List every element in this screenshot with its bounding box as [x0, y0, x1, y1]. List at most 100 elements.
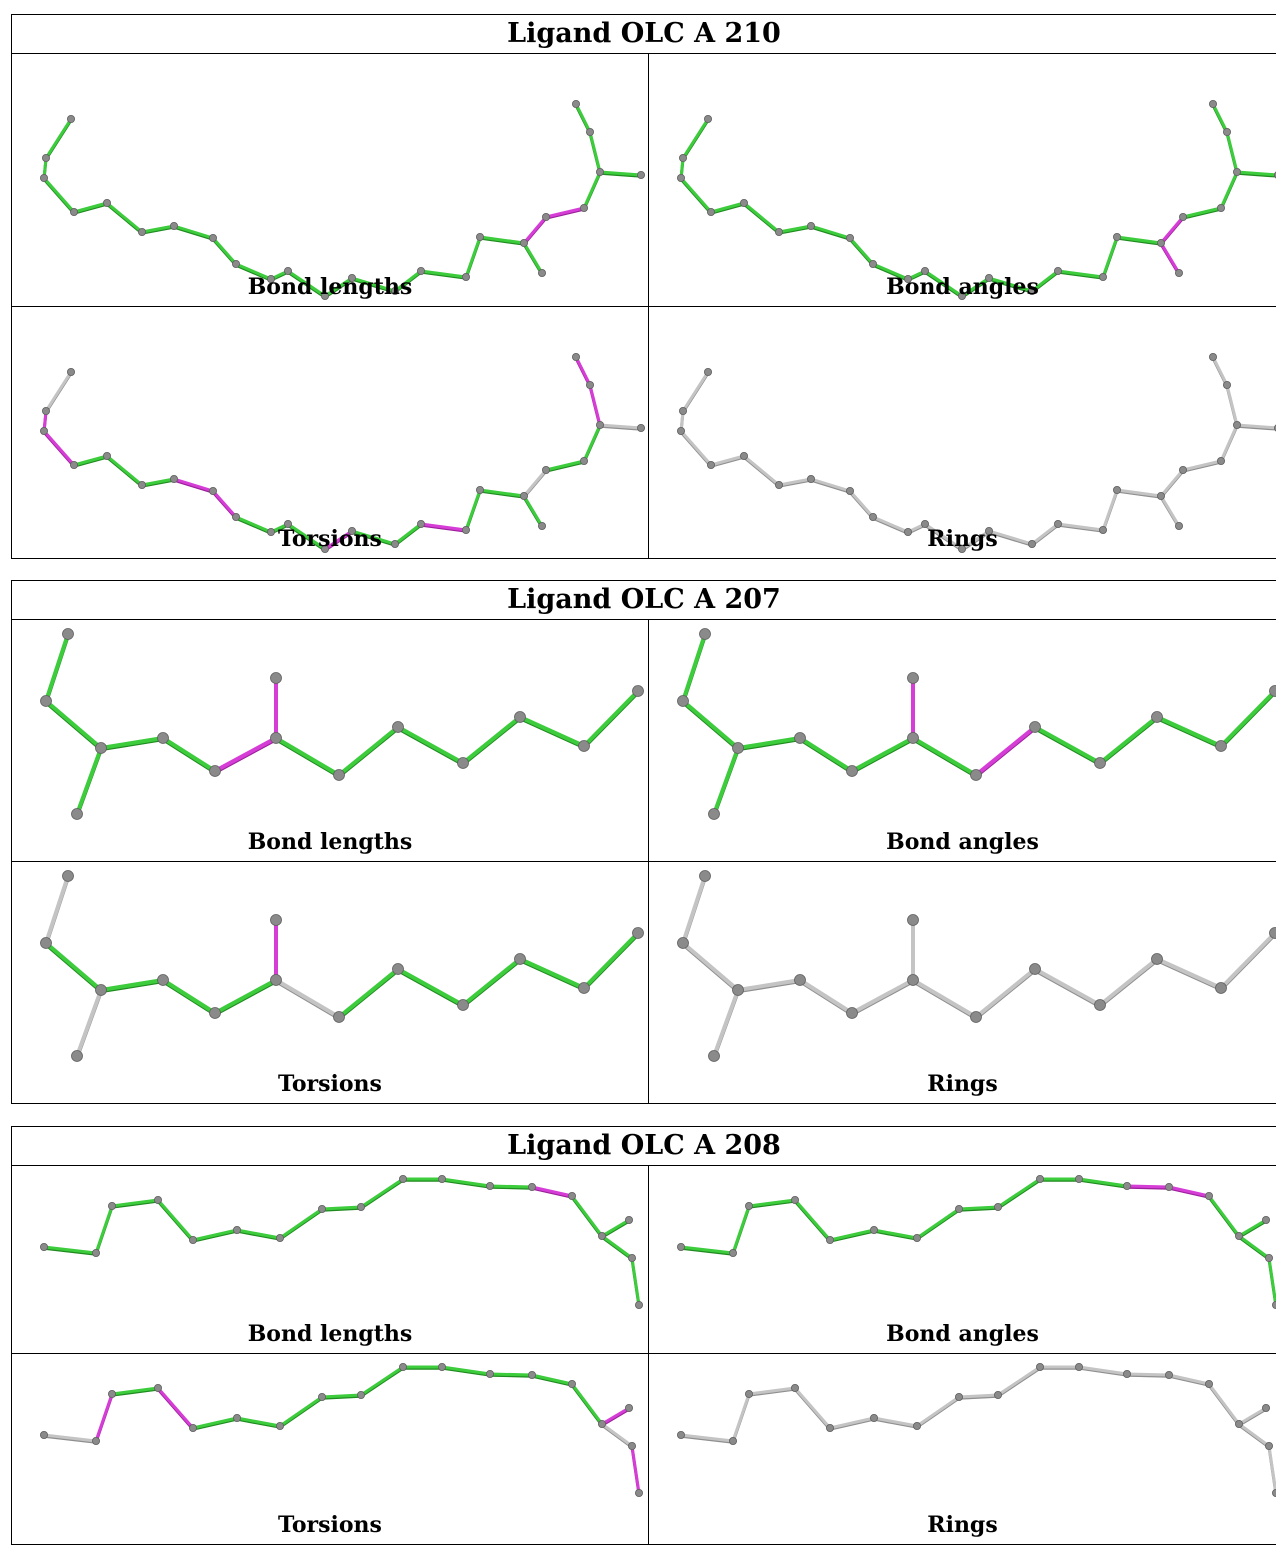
atom [92, 1249, 99, 1256]
bond [46, 701, 101, 748]
atom [580, 457, 587, 464]
atom [637, 171, 644, 178]
molecule-view [649, 620, 1276, 861]
bond [1161, 470, 1183, 496]
atom [745, 1390, 752, 1397]
bond [322, 1207, 361, 1209]
atom [41, 696, 52, 707]
bond [683, 634, 705, 701]
bond [800, 980, 852, 1013]
bond [874, 1230, 917, 1238]
atom [679, 407, 686, 414]
atom [826, 1236, 833, 1243]
bond [572, 1384, 602, 1424]
bond [1127, 1186, 1169, 1187]
atom [807, 475, 814, 482]
atom [1123, 1182, 1130, 1189]
bond [913, 980, 976, 1017]
atom [154, 1196, 161, 1203]
atom [70, 208, 77, 215]
panel-bond-angles: Bond angles [649, 620, 1276, 861]
bond [280, 1209, 322, 1238]
atom [399, 1175, 406, 1182]
atom [635, 1489, 642, 1496]
atom [580, 204, 587, 211]
panel-bond-angles: Bond angles [649, 1166, 1276, 1353]
atom [795, 975, 806, 986]
bond [1103, 237, 1117, 277]
atom [276, 1234, 283, 1241]
atom [520, 492, 527, 499]
bond [163, 738, 215, 771]
bond [163, 980, 215, 1013]
bond [602, 1424, 632, 1446]
atom [528, 1183, 535, 1190]
bond [959, 1207, 998, 1209]
atom [40, 174, 47, 181]
atom [209, 487, 216, 494]
bond [976, 727, 1035, 775]
atom [542, 466, 549, 473]
atom [486, 1370, 493, 1377]
atom [846, 487, 853, 494]
atom [542, 213, 549, 220]
bond [524, 217, 546, 243]
atom [70, 461, 77, 468]
bond [1127, 1374, 1169, 1375]
bond [602, 1408, 629, 1424]
panel-label: Bond angles [649, 274, 1276, 300]
atom [276, 1422, 283, 1429]
bond [602, 1220, 629, 1236]
atom [96, 985, 107, 996]
atom [63, 629, 74, 640]
atom [847, 766, 858, 777]
atom [515, 954, 526, 965]
atom [740, 199, 747, 206]
bond [546, 208, 584, 217]
bond [77, 990, 101, 1056]
atom [955, 1205, 962, 1212]
panel-bond-lengths: Bond lengths [12, 54, 649, 306]
bond [576, 357, 590, 385]
atom [154, 1384, 161, 1391]
atom [677, 427, 684, 434]
atom [807, 222, 814, 229]
atom [971, 770, 982, 781]
atom [596, 421, 603, 428]
atom [476, 486, 483, 493]
bond [213, 491, 236, 517]
bond [1221, 933, 1275, 988]
atom [677, 1431, 684, 1438]
atom [1075, 1175, 1082, 1182]
bond [158, 1388, 193, 1428]
atom [994, 1203, 1001, 1210]
bond [711, 456, 744, 465]
panel-label: Bond angles [649, 829, 1276, 855]
atom [1223, 128, 1230, 135]
atom [847, 1008, 858, 1019]
atom [210, 1008, 221, 1019]
atom [393, 722, 404, 733]
atom [1036, 1175, 1043, 1182]
atom [568, 1192, 575, 1199]
atom [733, 743, 744, 754]
atom [1205, 1192, 1212, 1199]
bond [681, 178, 711, 212]
bond [998, 1179, 1040, 1207]
panel-label: Rings [649, 526, 1276, 552]
atom [271, 733, 282, 744]
atom [679, 154, 686, 161]
atom [635, 1301, 642, 1308]
bond [1161, 243, 1179, 273]
bond [590, 132, 600, 172]
bond [1169, 1375, 1209, 1384]
bond [1157, 717, 1221, 746]
bond [590, 385, 600, 425]
atom [1272, 1489, 1276, 1496]
bond [811, 226, 850, 238]
bond [46, 372, 71, 411]
atom [1209, 353, 1216, 360]
atom [138, 481, 145, 488]
atom [1216, 983, 1227, 994]
bond [96, 1206, 112, 1253]
